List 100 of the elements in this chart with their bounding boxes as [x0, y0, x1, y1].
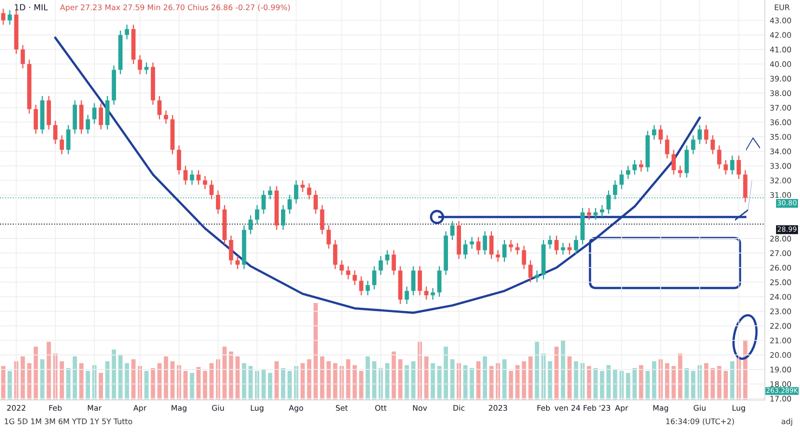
bar	[430, 363, 435, 400]
bar	[352, 365, 357, 400]
bar	[392, 352, 396, 400]
candlestick	[34, 104, 38, 134]
bar	[665, 363, 670, 400]
candlestick	[124, 24, 130, 40]
candlestick	[281, 204, 286, 230]
bar	[704, 363, 708, 400]
candlestick	[326, 224, 331, 250]
bar	[717, 366, 722, 400]
candlestick	[392, 250, 396, 276]
bar	[20, 356, 25, 400]
candlestick	[98, 102, 104, 130]
candlestick	[704, 124, 708, 145]
candlestick	[476, 236, 481, 256]
candlestick	[411, 266, 416, 296]
candlestick	[548, 235, 552, 250]
bar	[444, 346, 448, 400]
candlestick	[574, 235, 578, 256]
candlestick	[340, 260, 344, 276]
bar	[60, 361, 64, 400]
candlestick	[502, 239, 507, 262]
bar	[730, 361, 734, 400]
bar	[320, 356, 324, 400]
candlestick	[366, 280, 370, 296]
bar	[424, 356, 428, 400]
bar	[691, 370, 696, 400]
candlestick	[736, 155, 741, 180]
bar	[411, 361, 416, 400]
chart-title: 1D · MIL	[14, 4, 48, 10]
candlestick	[489, 230, 494, 260]
candlestick	[665, 134, 670, 160]
bar	[346, 359, 350, 400]
candlestick	[463, 239, 468, 260]
candlestick	[190, 170, 194, 186]
bar	[307, 359, 312, 400]
bar	[333, 363, 338, 400]
candlestick	[508, 239, 514, 252]
bar	[326, 361, 331, 400]
candlestick	[60, 134, 64, 155]
candlestick	[66, 124, 70, 155]
candlestick	[691, 134, 696, 155]
candlestick	[248, 214, 253, 235]
candlestick	[496, 250, 500, 262]
candlestick	[352, 270, 357, 286]
candlestick	[314, 190, 318, 214]
candlestick	[522, 245, 526, 270]
candlestick	[144, 62, 149, 75]
candlestick	[216, 190, 220, 214]
candlestick	[254, 204, 260, 225]
candlestick	[307, 182, 312, 200]
candlestick	[176, 144, 182, 176]
bar	[372, 361, 376, 400]
bar	[1, 366, 6, 400]
bar	[288, 370, 292, 400]
bar	[300, 363, 305, 400]
candlestick	[652, 124, 656, 140]
candlestick	[209, 180, 214, 200]
candlestick	[320, 204, 324, 235]
bar	[678, 353, 682, 400]
candlestick	[534, 270, 540, 283]
bar	[404, 365, 409, 400]
bar	[652, 361, 656, 400]
bar	[724, 370, 728, 400]
candlestick	[639, 159, 644, 172]
candlestick	[626, 165, 630, 180]
candlestick	[437, 266, 442, 298]
candlestick	[372, 266, 376, 290]
bar	[66, 368, 70, 400]
candlestick	[684, 144, 689, 178]
candlestick	[183, 165, 188, 186]
candlestick	[743, 170, 748, 203]
bar	[710, 368, 715, 400]
candlestick	[92, 102, 96, 124]
bar	[79, 363, 84, 400]
candlestick	[600, 204, 604, 218]
candlestick	[385, 250, 390, 266]
candlestick	[228, 235, 234, 266]
candlestick	[710, 134, 715, 155]
bar	[359, 370, 364, 400]
candlestick	[672, 149, 676, 176]
candlestick	[359, 276, 364, 296]
candlestick	[593, 207, 598, 220]
candlestick	[157, 95, 162, 120]
candlestick	[678, 165, 682, 178]
candlestick	[1, 8, 6, 26]
bar	[385, 363, 390, 400]
candlestick	[8, 10, 12, 26]
bar	[672, 366, 676, 400]
candlestick	[528, 260, 533, 283]
bar	[27, 363, 32, 400]
candlestick	[346, 266, 350, 280]
candlestick	[730, 155, 734, 176]
candlestick	[404, 286, 409, 305]
bar	[46, 342, 51, 400]
bar	[646, 370, 650, 400]
candlestick	[632, 159, 637, 176]
candlestick	[20, 44, 25, 69]
bar	[72, 356, 77, 400]
candlestick	[698, 124, 702, 145]
